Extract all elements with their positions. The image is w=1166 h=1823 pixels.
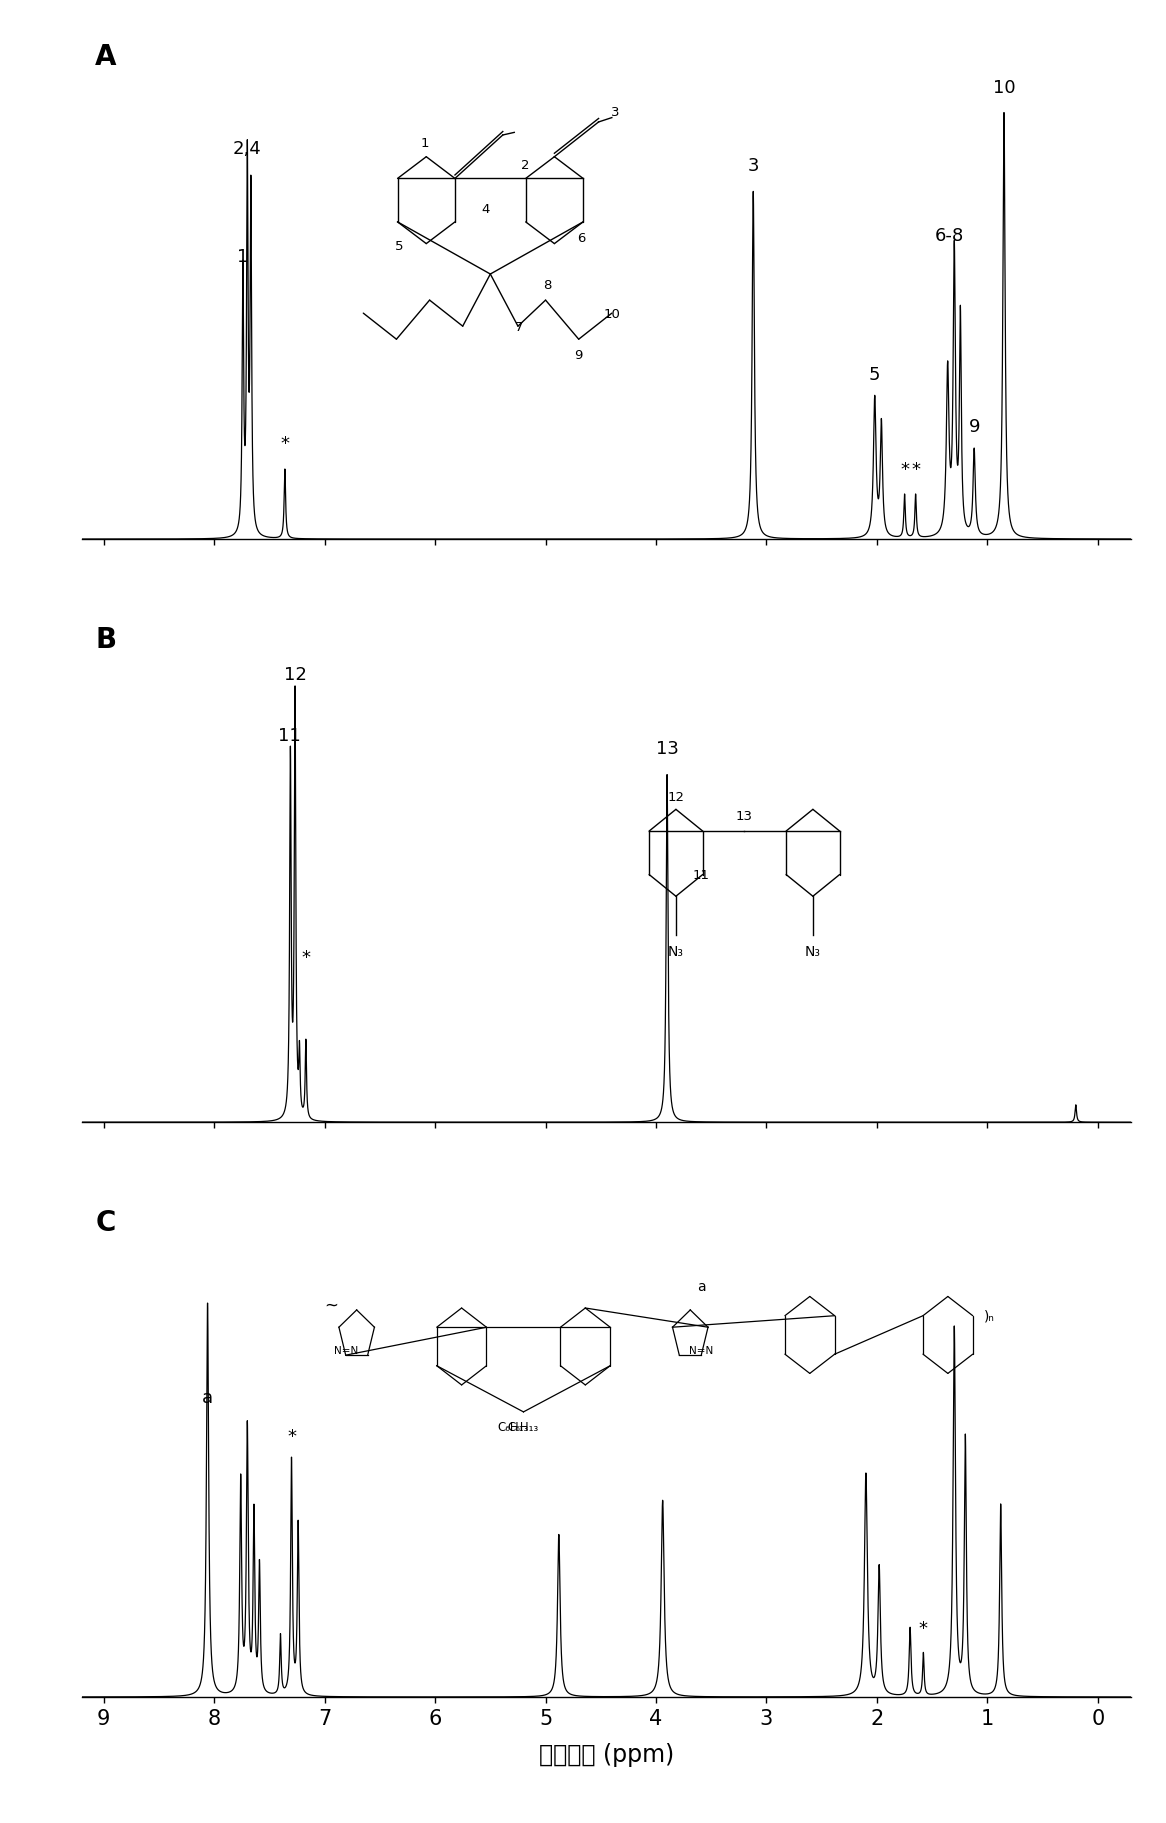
- Text: 4: 4: [482, 202, 490, 217]
- Text: 2: 2: [520, 159, 529, 171]
- Text: 13: 13: [655, 740, 679, 758]
- X-axis label: 化学位移 (ppm): 化学位移 (ppm): [539, 1743, 674, 1766]
- Text: 6-8: 6-8: [935, 226, 964, 244]
- Text: 1: 1: [421, 137, 429, 149]
- Text: 8: 8: [543, 279, 552, 292]
- Text: 12: 12: [667, 791, 684, 804]
- Text: *: *: [900, 461, 909, 479]
- Text: 9: 9: [969, 417, 979, 436]
- Text: B: B: [96, 625, 117, 654]
- Text: 10: 10: [604, 308, 620, 321]
- Text: N=N: N=N: [689, 1345, 714, 1356]
- Text: 3: 3: [611, 106, 619, 118]
- Text: *: *: [911, 461, 920, 479]
- Text: N₃: N₃: [668, 944, 684, 959]
- Text: 7: 7: [515, 321, 524, 334]
- Text: C₆H₁₃: C₆H₁₃: [507, 1420, 539, 1433]
- Text: ~: ~: [324, 1296, 338, 1313]
- Text: 3: 3: [747, 157, 759, 175]
- Text: 13: 13: [736, 809, 753, 822]
- Text: 11: 11: [693, 868, 709, 882]
- Text: 5: 5: [869, 365, 880, 383]
- Text: N₃: N₃: [805, 944, 821, 959]
- Text: *: *: [301, 948, 310, 966]
- Text: *: *: [919, 1619, 928, 1637]
- Text: 5: 5: [394, 241, 403, 253]
- Text: 1: 1: [237, 248, 248, 266]
- Text: 6: 6: [577, 232, 586, 244]
- Text: 11: 11: [278, 727, 301, 746]
- Text: C: C: [96, 1209, 115, 1236]
- Text: *: *: [280, 436, 289, 452]
- Text: 2,4: 2,4: [233, 140, 261, 157]
- Text: 9: 9: [575, 348, 583, 361]
- Text: )ₙ: )ₙ: [984, 1309, 995, 1323]
- Text: A: A: [96, 44, 117, 71]
- Text: a: a: [202, 1389, 213, 1407]
- Text: C₆H₁₃: C₆H₁₃: [498, 1420, 529, 1433]
- Text: *: *: [287, 1427, 296, 1446]
- Text: 12: 12: [283, 665, 307, 684]
- Text: a: a: [697, 1280, 705, 1293]
- Text: 10: 10: [992, 78, 1016, 97]
- Text: N=N: N=N: [333, 1345, 358, 1356]
